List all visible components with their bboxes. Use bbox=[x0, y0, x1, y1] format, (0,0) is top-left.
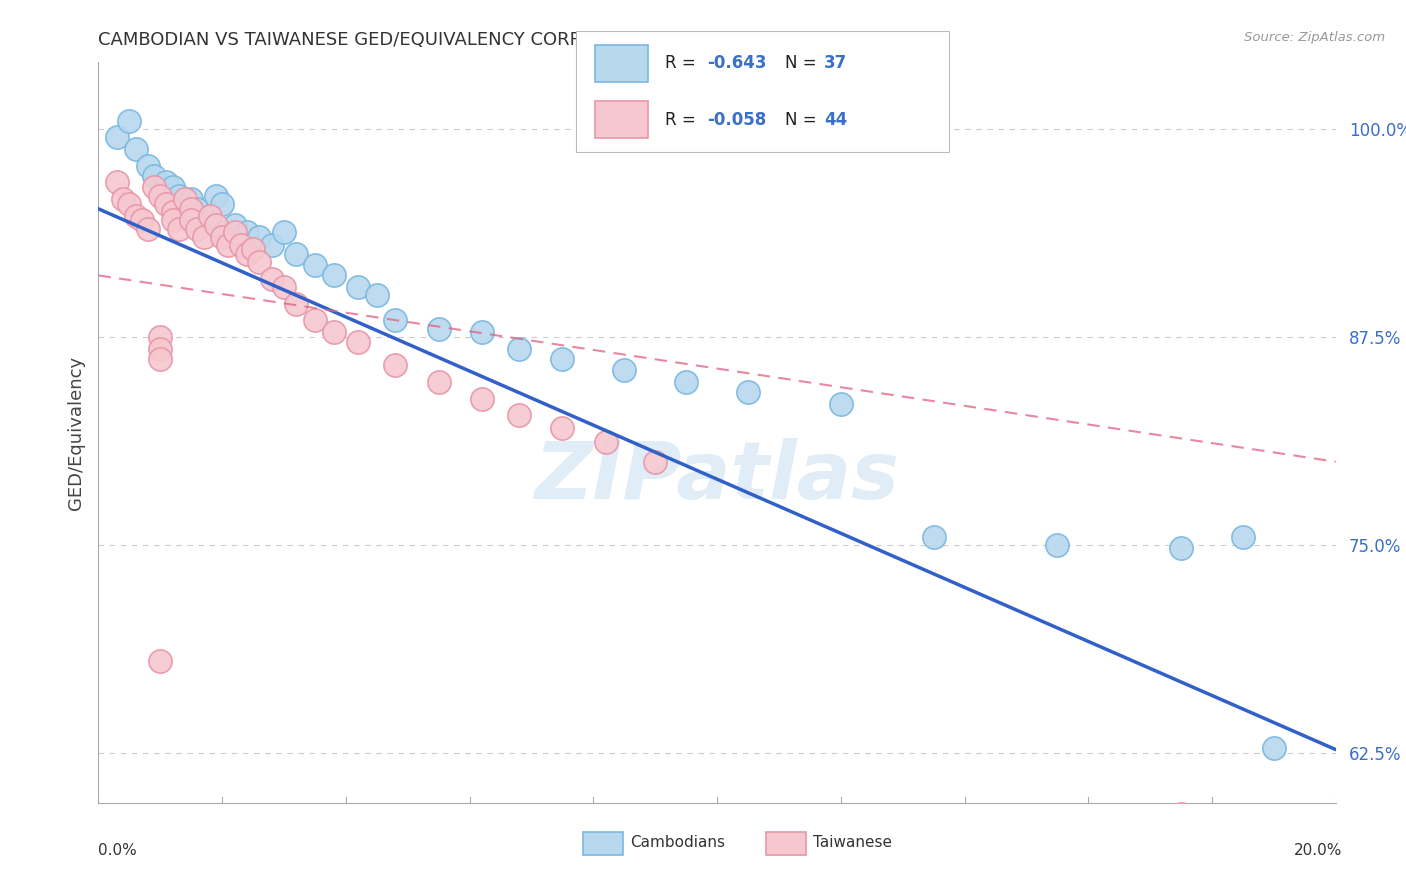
Point bbox=[193, 230, 215, 244]
Point bbox=[675, 375, 697, 389]
Point bbox=[162, 205, 184, 219]
Point bbox=[236, 246, 259, 260]
Point bbox=[830, 396, 852, 410]
Point bbox=[224, 219, 246, 233]
Point bbox=[180, 213, 202, 227]
Point bbox=[508, 408, 530, 422]
Point bbox=[322, 325, 344, 339]
Y-axis label: GED/Equivalency: GED/Equivalency bbox=[66, 356, 84, 509]
Point bbox=[304, 259, 326, 273]
Point bbox=[1232, 530, 1254, 544]
Point bbox=[186, 222, 208, 236]
Point bbox=[149, 188, 172, 202]
Point bbox=[1170, 541, 1192, 556]
Point bbox=[427, 375, 450, 389]
Point bbox=[737, 384, 759, 399]
Text: R =: R = bbox=[665, 54, 702, 72]
Text: 20.0%: 20.0% bbox=[1295, 843, 1343, 858]
Point bbox=[149, 351, 172, 366]
Point bbox=[366, 288, 388, 302]
Point bbox=[613, 363, 636, 377]
Point bbox=[198, 209, 221, 223]
Point bbox=[118, 197, 141, 211]
Text: Taiwanese: Taiwanese bbox=[813, 836, 891, 850]
Point bbox=[217, 238, 239, 252]
Point bbox=[124, 142, 146, 156]
Point bbox=[136, 222, 159, 236]
Point bbox=[471, 392, 494, 406]
Point bbox=[155, 175, 177, 189]
Point bbox=[180, 192, 202, 206]
Point bbox=[211, 197, 233, 211]
Text: 0.0%: 0.0% bbox=[98, 843, 138, 858]
Point bbox=[118, 113, 141, 128]
Point bbox=[285, 246, 308, 260]
Point bbox=[155, 197, 177, 211]
Text: CAMBODIAN VS TAIWANESE GED/EQUIVALENCY CORRELATION CHART: CAMBODIAN VS TAIWANESE GED/EQUIVALENCY C… bbox=[98, 31, 725, 49]
Point bbox=[143, 180, 166, 194]
Point bbox=[205, 219, 228, 233]
Point bbox=[1170, 807, 1192, 822]
Point bbox=[149, 342, 172, 356]
Point bbox=[273, 225, 295, 239]
Point bbox=[247, 230, 270, 244]
Point bbox=[105, 130, 128, 145]
Point bbox=[1046, 538, 1069, 552]
Point bbox=[384, 358, 406, 372]
Point bbox=[229, 238, 252, 252]
Text: N =: N = bbox=[785, 111, 821, 128]
Point bbox=[471, 325, 494, 339]
Point bbox=[149, 654, 172, 668]
Text: -0.058: -0.058 bbox=[707, 111, 766, 128]
Text: Cambodians: Cambodians bbox=[630, 836, 725, 850]
Point bbox=[162, 180, 184, 194]
Point bbox=[347, 280, 370, 294]
Point bbox=[595, 434, 617, 449]
Text: Source: ZipAtlas.com: Source: ZipAtlas.com bbox=[1244, 31, 1385, 45]
Point bbox=[644, 455, 666, 469]
Point bbox=[922, 530, 945, 544]
Point bbox=[162, 213, 184, 227]
Point bbox=[1263, 740, 1285, 755]
Point bbox=[551, 351, 574, 366]
Point bbox=[198, 209, 221, 223]
Point bbox=[174, 192, 197, 206]
Point bbox=[551, 421, 574, 435]
Point bbox=[236, 225, 259, 239]
Point bbox=[242, 242, 264, 256]
Point bbox=[285, 296, 308, 310]
Text: 44: 44 bbox=[824, 111, 848, 128]
Point bbox=[186, 202, 208, 216]
Point bbox=[167, 188, 190, 202]
Point bbox=[508, 342, 530, 356]
Point bbox=[384, 313, 406, 327]
Point bbox=[427, 321, 450, 335]
Point bbox=[112, 192, 135, 206]
Point bbox=[131, 213, 153, 227]
Point bbox=[211, 230, 233, 244]
Text: N =: N = bbox=[785, 54, 821, 72]
Point bbox=[273, 280, 295, 294]
Point bbox=[260, 271, 283, 285]
Point bbox=[149, 330, 172, 344]
Point bbox=[247, 255, 270, 269]
Point bbox=[105, 175, 128, 189]
Point bbox=[136, 159, 159, 173]
Text: R =: R = bbox=[665, 111, 702, 128]
Point bbox=[304, 313, 326, 327]
Point bbox=[224, 225, 246, 239]
Point bbox=[124, 209, 146, 223]
Point bbox=[260, 238, 283, 252]
Text: -0.643: -0.643 bbox=[707, 54, 766, 72]
Text: 37: 37 bbox=[824, 54, 848, 72]
Point bbox=[143, 169, 166, 183]
Point bbox=[347, 334, 370, 349]
Text: ZIPatlas: ZIPatlas bbox=[534, 438, 900, 516]
Point bbox=[167, 222, 190, 236]
Point bbox=[180, 202, 202, 216]
Point bbox=[322, 268, 344, 283]
Point bbox=[205, 188, 228, 202]
